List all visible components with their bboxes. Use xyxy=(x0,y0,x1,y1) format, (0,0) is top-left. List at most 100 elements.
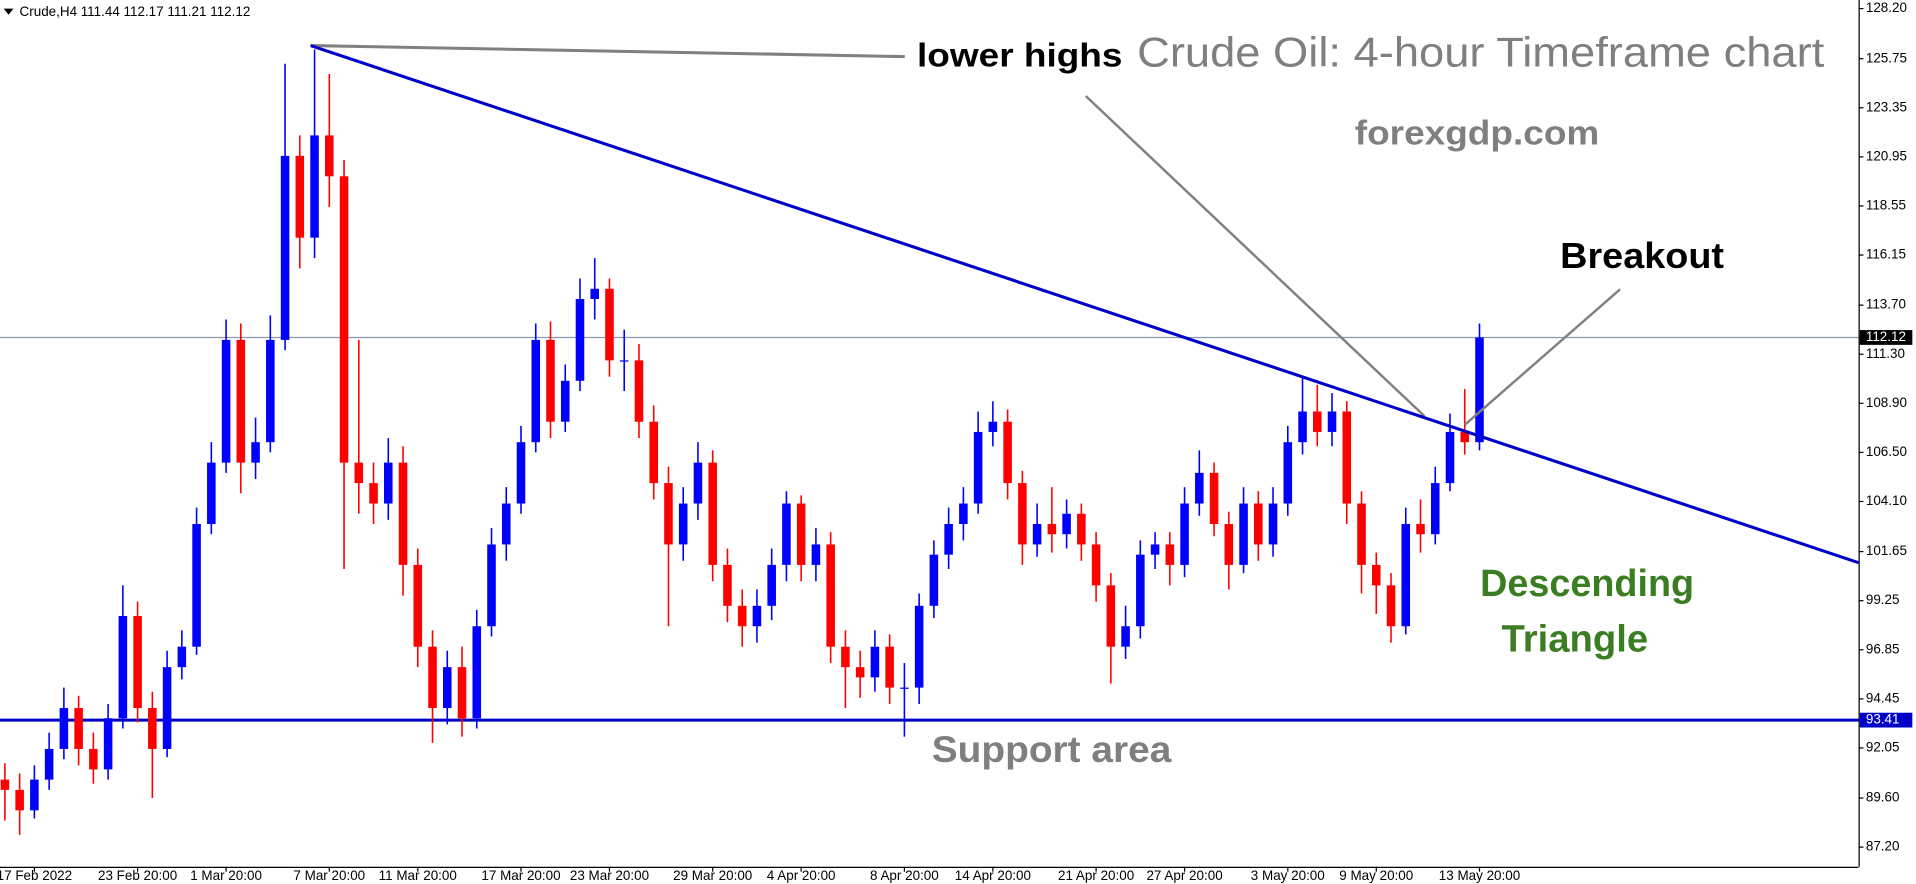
candle-body xyxy=(1283,442,1293,504)
candle-body xyxy=(398,462,408,565)
candle-body xyxy=(752,605,762,627)
candle-body xyxy=(531,339,541,443)
candle-body xyxy=(870,646,880,678)
candle-body xyxy=(1401,523,1411,627)
candle-body xyxy=(1342,411,1352,504)
candle-body xyxy=(1239,503,1248,565)
candle-body xyxy=(1386,585,1396,627)
candle-body xyxy=(413,564,423,647)
y-tick-label: 116.15 xyxy=(1866,247,1906,262)
candle-body xyxy=(207,462,216,524)
candle-body xyxy=(693,462,703,504)
x-tick-label: 3 May 20:00 xyxy=(1251,868,1325,883)
chart-title: Crude Oil: 4-hour Timeframe chart xyxy=(1137,28,1825,75)
y-tick-label: 101.65 xyxy=(1866,543,1907,558)
candle-body xyxy=(1150,544,1160,555)
candle-body xyxy=(900,687,909,689)
candle-body xyxy=(605,288,614,361)
candle-body xyxy=(118,616,128,719)
descending-trendline xyxy=(310,44,1860,565)
candle-body xyxy=(162,667,172,749)
candle-body xyxy=(487,544,496,627)
candle-body xyxy=(575,299,585,381)
y-tick-label: 89.60 xyxy=(1866,790,1900,805)
candle-body xyxy=(1209,472,1219,524)
x-tick-label: 14 Apr 20:00 xyxy=(955,868,1031,883)
candle-body xyxy=(457,667,467,719)
candle-body xyxy=(1313,411,1322,432)
candle-body xyxy=(1371,564,1381,586)
candle-body xyxy=(501,503,511,545)
current-price-box xyxy=(1859,330,1913,345)
y-tick-label: 125.75 xyxy=(1866,50,1907,65)
candle-body xyxy=(1268,503,1278,545)
lower-highs-arrow xyxy=(1084,95,1426,418)
x-tick-label: 27 Apr 20:00 xyxy=(1146,868,1222,883)
candle-body xyxy=(988,421,998,432)
candle-body xyxy=(74,708,83,749)
candle-body xyxy=(914,605,924,688)
x-tick-label: 4 Apr 20:00 xyxy=(767,868,836,883)
candle-body xyxy=(1357,503,1366,565)
candle-body xyxy=(1032,523,1042,545)
support-label: Support area xyxy=(932,729,1172,770)
y-tick-label: 104.10 xyxy=(1866,493,1907,508)
x-tick-label: 21 Apr 20:00 xyxy=(1058,868,1134,883)
candle-body xyxy=(1091,544,1101,586)
candle-body xyxy=(280,155,290,340)
candle-body xyxy=(590,288,600,300)
ohlc-readout: 111.44 112.17 111.21 112.12 xyxy=(81,4,251,19)
y-tick-label: 96.85 xyxy=(1866,641,1900,656)
candle-body xyxy=(767,564,776,606)
candle-body xyxy=(841,646,850,668)
candle-body xyxy=(1136,554,1145,627)
support-price-box xyxy=(1859,712,1913,728)
candle-body xyxy=(133,616,142,709)
candle-body xyxy=(1298,411,1307,443)
candle-body xyxy=(192,523,201,647)
candle-body xyxy=(148,708,157,749)
candle-body xyxy=(1106,585,1116,647)
candle-body xyxy=(973,431,983,504)
x-tick-label: 23 Mar 20:00 xyxy=(570,868,649,883)
axes xyxy=(0,0,1860,868)
candle-body xyxy=(103,718,113,770)
candle-body xyxy=(1430,483,1440,535)
x-tick-label: 8 Apr 20:00 xyxy=(870,868,939,883)
lower-highs-label: lower highs xyxy=(917,38,1122,75)
candle-body xyxy=(737,605,747,627)
candle-body xyxy=(1195,472,1204,504)
x-tick-label: 9 May 20:00 xyxy=(1339,868,1413,883)
candle-body xyxy=(1062,513,1071,535)
candle-body xyxy=(944,523,953,555)
y-tick-label: 128.20 xyxy=(1866,0,1907,15)
candle-body xyxy=(1224,523,1234,565)
candle-body xyxy=(560,380,570,422)
candle-body xyxy=(472,626,482,719)
candle-body xyxy=(442,667,452,709)
candle-body xyxy=(1327,411,1337,432)
candle-body xyxy=(634,360,644,422)
x-tick-label: 17 Mar 20:00 xyxy=(481,868,560,883)
y-tick-label: 108.90 xyxy=(1866,395,1907,410)
y-tick-label: 87.20 xyxy=(1866,839,1900,854)
y-tick-label: 113.70 xyxy=(1866,297,1906,312)
candle-body xyxy=(325,135,334,177)
candle-body xyxy=(384,462,393,504)
candle-body xyxy=(30,779,39,811)
candle-body xyxy=(885,646,894,688)
candle-body xyxy=(826,544,835,647)
candle-body xyxy=(929,554,939,606)
candle-body xyxy=(678,503,688,545)
symbol-menu-icon[interactable] xyxy=(3,8,14,15)
candle-body xyxy=(1121,626,1130,647)
y-tick-label: 94.45 xyxy=(1866,690,1900,705)
candle-body xyxy=(959,503,968,524)
candle-body xyxy=(649,421,658,484)
candle-body xyxy=(15,789,24,811)
pattern-label: Triangle xyxy=(1501,618,1648,660)
pattern-label: Descending xyxy=(1480,563,1694,605)
candle-body xyxy=(1165,544,1175,565)
candle-body xyxy=(1460,431,1470,443)
